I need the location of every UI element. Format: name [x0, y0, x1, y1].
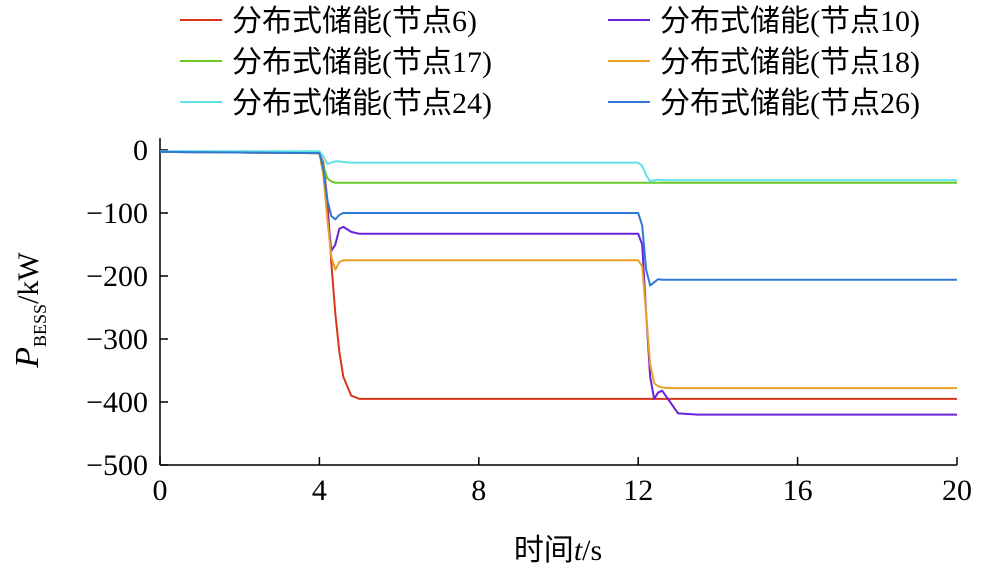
- y-tick-label: −100: [86, 197, 148, 230]
- x-tick-label: 16: [783, 474, 813, 507]
- y-label-sub: BESS: [30, 304, 50, 347]
- y-tick-label: −400: [86, 386, 148, 419]
- series-line: [160, 150, 957, 183]
- legend-label: 分布式储能(节点10): [660, 5, 920, 38]
- y-tick-label: 0: [133, 134, 148, 167]
- y-tick-label: −200: [86, 260, 148, 293]
- x-tick-label: 4: [312, 474, 327, 507]
- legend-label: 分布式储能(节点17): [232, 46, 492, 79]
- x-tick-label: 20: [942, 474, 972, 507]
- series-line: [159, 150, 957, 390]
- legend-label: 分布式储能(节点18): [660, 46, 920, 79]
- x-label-text: 时间: [514, 534, 574, 567]
- x-label-unit: /s: [582, 534, 602, 567]
- y-axis-label: PBESS/kW: [9, 252, 50, 369]
- series-line: [159, 150, 957, 184]
- x-label-var: t: [574, 534, 583, 567]
- legend-label: 分布式储能(节点26): [660, 87, 920, 120]
- y-tick-label: −300: [86, 323, 148, 356]
- series-line: [159, 150, 957, 416]
- x-axis-label: 时间t/s: [514, 534, 602, 567]
- y-label-unit: /kW: [12, 252, 45, 304]
- series-line: [159, 150, 957, 400]
- x-tick-label: 12: [623, 474, 653, 507]
- x-tick-label: 0: [153, 474, 168, 507]
- legend-label: 分布式储能(节点24): [232, 87, 492, 120]
- y-label-var: P: [9, 347, 46, 369]
- y-tick-label: −500: [86, 449, 148, 482]
- x-tick-label: 8: [471, 474, 486, 507]
- legend-label: 分布式储能(节点6): [232, 5, 477, 38]
- series-line: [159, 150, 957, 287]
